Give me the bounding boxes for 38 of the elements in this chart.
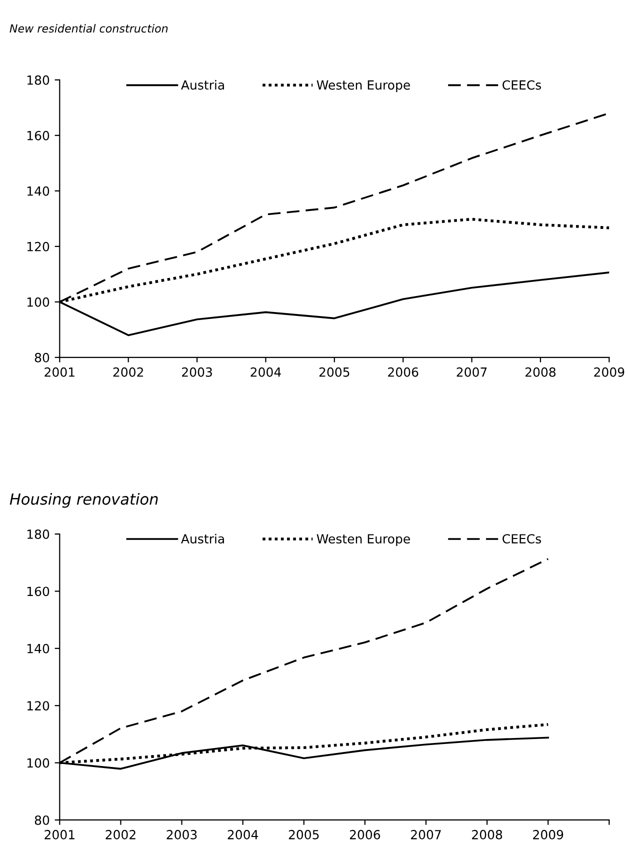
- legend-label: Westen Europe: [316, 80, 410, 92]
- x-tick-label: 2002: [106, 830, 136, 840]
- y-tick-label: 80: [34, 815, 50, 825]
- x-tick-label: 2005: [319, 367, 350, 377]
- y-tick-label: 120: [27, 701, 50, 711]
- x-tick-label: 2009: [533, 830, 564, 840]
- x-tick-label: 2007: [411, 830, 441, 840]
- y-tick-label: 120: [27, 242, 50, 252]
- x-tick-label: 2005: [288, 830, 319, 840]
- x-tick-label: 2003: [182, 367, 212, 377]
- y-tick-label: 100: [27, 297, 50, 307]
- x-tick-label: 2003: [166, 830, 197, 840]
- x-tick-label: 2006: [388, 367, 418, 377]
- y-tick-label: 160: [27, 586, 50, 596]
- y-tick-label: 140: [27, 644, 50, 654]
- y-tick-label: 180: [27, 75, 50, 85]
- legend-label: Austria: [181, 80, 224, 90]
- x-tick-label: 2008: [472, 830, 502, 840]
- chart-title: Housing renovation: [10, 493, 158, 508]
- y-tick-label: 140: [27, 186, 50, 196]
- x-tick-label: 2004: [250, 367, 281, 377]
- legend-label: CEECs: [502, 80, 542, 90]
- legend-label: Austria: [181, 534, 224, 544]
- x-tick-label: 2001: [44, 367, 74, 377]
- x-tick-label: 2007: [456, 367, 487, 377]
- x-tick-label: 2009: [594, 367, 624, 377]
- chart-title: New residential construction: [10, 24, 168, 33]
- legend-label: CEECs: [502, 534, 542, 544]
- y-tick-label: 160: [27, 130, 50, 140]
- x-tick-label: 2002: [113, 367, 143, 377]
- x-tick-label: 2006: [350, 830, 380, 840]
- x-tick-label: 2001: [44, 830, 74, 840]
- x-tick-label: 2008: [525, 367, 556, 377]
- y-tick-label: 180: [27, 530, 50, 539]
- y-tick-label: 100: [27, 758, 50, 768]
- x-tick-label: 2004: [228, 830, 258, 840]
- legend-label: Westen Europe: [316, 534, 410, 546]
- y-tick-label: 80: [34, 352, 50, 362]
